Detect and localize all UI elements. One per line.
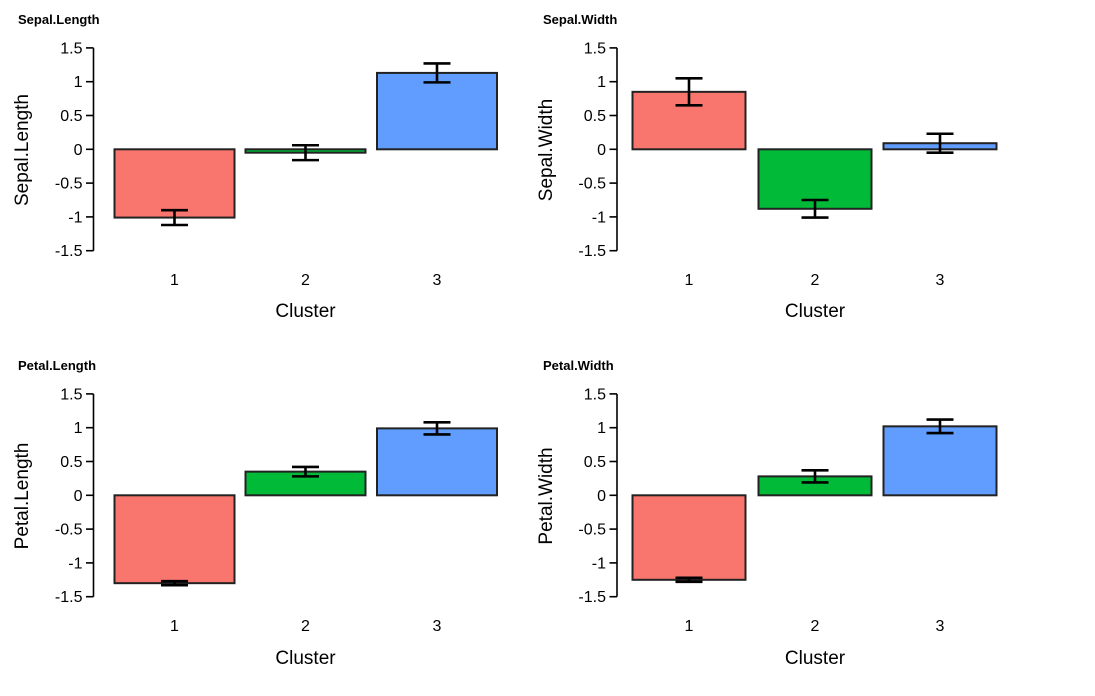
x-axis-title: Cluster <box>275 301 336 322</box>
y-axis-title: Sepal.Width <box>536 99 557 201</box>
y-tick-label: 0 <box>74 488 83 505</box>
error-bar-cluster-1 <box>675 576 703 584</box>
x-tick-label: 1 <box>170 272 179 289</box>
y-tick-label: -1.5 <box>578 589 606 606</box>
y-tick-label: 1.5 <box>584 40 606 57</box>
y-tick-label: -1 <box>68 555 82 572</box>
y-tick-label: 0 <box>597 142 606 159</box>
y-tick-label: 1 <box>597 74 606 91</box>
y-tick-label: -1.5 <box>578 243 606 260</box>
x-axis-title: Cluster <box>275 648 336 669</box>
y-tick-label: 1 <box>74 74 83 91</box>
x-tick-label: 2 <box>301 618 310 635</box>
panel-sepal-length: Sepal.Length 1.5 1 0.5 0 -0.5 -1 -1.5 Sepal.Leng… <box>12 12 498 322</box>
bar-cluster-1 <box>631 494 747 581</box>
y-tick-label: -0.5 <box>55 176 83 193</box>
x-tick-label: 3 <box>936 618 945 635</box>
error-bar-cluster-1 <box>161 579 188 587</box>
y-tick-label: -1 <box>592 209 606 226</box>
y-tick-label: 0.5 <box>60 454 82 471</box>
panel-petal-length: Petal.Length 1.5 1 0.5 0 -0.5 -1 -1.5 Petal.Leng… <box>12 358 498 669</box>
x-tick-label: 2 <box>811 618 820 635</box>
error-bar-cluster-2 <box>292 143 319 162</box>
y-tick-label: -0.5 <box>55 522 83 539</box>
error-bar-cluster-2 <box>801 468 829 484</box>
panel-petal-width: Petal.Width 1.5 1 0.5 0 -0.5 -1 -1.5 Petal.Width… <box>536 358 998 669</box>
x-tick-label: 2 <box>301 272 310 289</box>
x-tick-label: 1 <box>685 272 694 289</box>
error-bar-cluster-2 <box>801 198 829 219</box>
error-bar-cluster-1 <box>675 77 703 107</box>
x-tick-label: 3 <box>433 618 442 635</box>
y-tick-label: 1.5 <box>584 386 606 403</box>
y-axis-title: Petal.Width <box>536 447 557 544</box>
bar-cluster-1 <box>113 494 236 585</box>
x-tick-label: 3 <box>936 272 945 289</box>
y-tick-label: -1.5 <box>55 243 83 260</box>
x-tick-label: 2 <box>811 272 820 289</box>
panel-title: Sepal.Width <box>543 12 617 27</box>
error-bar-cluster-1 <box>161 208 188 227</box>
error-bar-cluster-3 <box>423 62 451 84</box>
bar-cluster-3 <box>376 71 498 151</box>
panel-title: Petal.Width <box>543 358 614 373</box>
y-tick-label: 0.5 <box>584 108 606 125</box>
y-tick-label: -0.5 <box>578 522 606 539</box>
panel-title: Petal.Length <box>18 358 96 373</box>
y-tick-label: 1 <box>74 420 83 437</box>
y-tick-label: 0 <box>597 488 606 505</box>
y-axis-title: Sepal.Length <box>12 94 33 206</box>
y-tick-label: -0.5 <box>578 176 606 193</box>
y-tick-label: 0.5 <box>584 454 606 471</box>
bar-cluster-3 <box>882 425 998 497</box>
error-bar-cluster-3 <box>926 132 954 154</box>
x-tick-label: 3 <box>433 272 442 289</box>
error-bar-cluster-2 <box>292 465 319 478</box>
y-tick-label: 0.5 <box>60 108 82 125</box>
y-tick-label: -1 <box>592 555 606 572</box>
x-axis-title: Cluster <box>785 301 846 322</box>
y-tick-label: 0 <box>74 142 83 159</box>
panel-title: Sepal.Length <box>18 12 100 27</box>
y-tick-label: 1 <box>597 420 606 437</box>
y-tick-label: 1.5 <box>60 386 82 403</box>
y-axis-title: Petal.Length <box>12 443 33 550</box>
y-tick-label: -1.5 <box>55 589 83 606</box>
bar-cluster-1 <box>113 148 236 219</box>
error-bar-cluster-3 <box>926 418 954 435</box>
panel-sepal-width: Sepal.Width 1.5 1 0.5 0 -0.5 -1 -1.5 Sepal.Width… <box>536 12 998 322</box>
bar-cluster-3 <box>376 427 498 497</box>
x-axis-title: Cluster <box>785 648 846 669</box>
y-tick-label: 1.5 <box>60 40 82 57</box>
y-tick-label: -1 <box>68 209 82 226</box>
x-tick-label: 1 <box>685 618 694 635</box>
x-tick-label: 1 <box>170 618 179 635</box>
error-bar-cluster-3 <box>423 420 451 436</box>
